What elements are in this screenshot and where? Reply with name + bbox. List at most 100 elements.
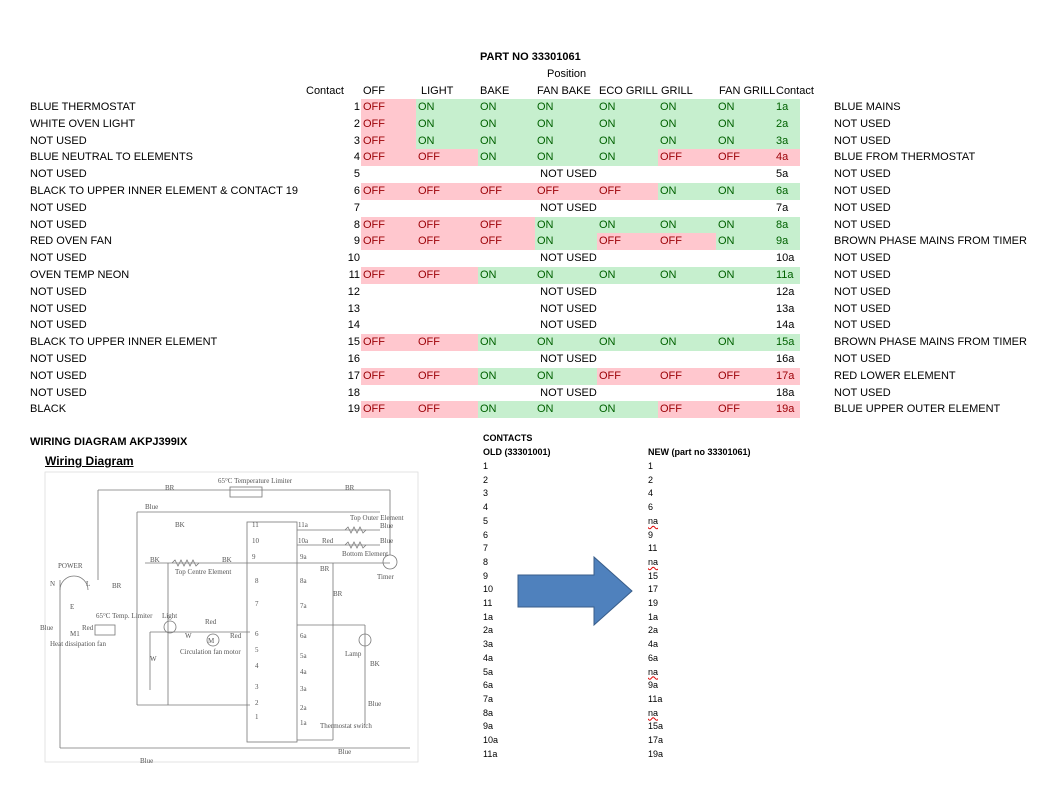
wiring-label: POWER — [58, 562, 83, 570]
contact-old: 8 — [483, 556, 489, 567]
state-cell: OFF — [416, 334, 478, 351]
state-cell: ON — [658, 183, 716, 200]
state-cell: OFF — [361, 132, 416, 150]
arrow — [517, 555, 633, 627]
wiring-label: 9a — [300, 553, 307, 561]
contact-number: 12 — [347, 285, 360, 298]
state-cell: ON — [478, 267, 535, 284]
row-label: NOT USED — [30, 319, 87, 332]
contact-a: 3a — [774, 132, 800, 150]
contact-old: 8a — [483, 707, 494, 718]
wiring-label: Blue — [380, 522, 394, 530]
contact-new: 9 — [648, 529, 654, 540]
contact-new: 19a — [648, 748, 664, 759]
wiring-label: 11 — [252, 521, 259, 529]
state-cell: ON — [478, 99, 535, 116]
column-header: FAN GRILL — [719, 85, 776, 97]
contact-old: 2 — [483, 474, 489, 485]
wiring-label: Top Centre Element — [175, 568, 232, 576]
state-cell: OFF — [361, 216, 416, 234]
contact-new: 4 — [648, 488, 654, 499]
contact-number: 8 — [353, 218, 360, 231]
state-cell: OFF — [478, 183, 535, 200]
state-cell: ON — [478, 132, 535, 150]
not-used-note: NOT USED — [540, 353, 597, 365]
contact-new: 6 — [648, 502, 654, 513]
column-header: FAN BAKE — [537, 85, 591, 97]
contact-old: 9 — [483, 570, 489, 581]
state-cell: ON — [658, 115, 716, 133]
contact-old: 11 — [483, 598, 493, 608]
contact-new: 9a — [648, 680, 659, 691]
wiring-label: Bottom Element — [342, 550, 389, 558]
contacts-title: CONTACTS — [483, 433, 533, 443]
state-cell: ON — [478, 115, 535, 133]
right-label: NOT USED — [834, 117, 891, 130]
state-cell: ON — [597, 401, 658, 419]
state-cell: OFF — [416, 183, 478, 200]
contact-number: 16 — [347, 353, 360, 365]
state-cell: ON — [716, 334, 774, 351]
row-label: NOT USED — [30, 252, 87, 265]
wiring-lines — [44, 471, 419, 763]
state-cell: OFF — [478, 216, 535, 234]
not-used-note: NOT USED — [540, 168, 597, 181]
contact-new: 15 — [648, 570, 659, 581]
wiring-label: Blue — [368, 700, 382, 708]
wiring-label: BR — [320, 565, 330, 573]
contact-new: 6a — [648, 652, 659, 663]
right-label: NOT USED — [834, 185, 891, 197]
wiring-label: 5a — [300, 652, 307, 660]
state-cell: OFF — [716, 149, 774, 167]
state-cell: ON — [597, 149, 658, 167]
state-cell: OFF — [361, 367, 416, 385]
contact-a: 5a — [776, 168, 789, 181]
wiring-label: 1a — [300, 719, 307, 727]
wiring-label: 7a — [300, 602, 307, 610]
wiring-label: W — [150, 655, 157, 663]
contact-a: 18a — [776, 386, 795, 399]
wiring-label: 3 — [255, 683, 259, 691]
column-header: OFF — [363, 85, 385, 97]
wiring-label: BR — [333, 590, 343, 598]
state-cell: ON — [658, 267, 716, 284]
row-label: BLUE THERMOSTAT — [30, 101, 136, 113]
row-label: NOT USED — [30, 353, 87, 365]
right-label: NOT USED — [834, 302, 891, 315]
state-cell: OFF — [416, 233, 478, 251]
state-cell: ON — [535, 216, 597, 234]
state-cell: ON — [535, 267, 597, 284]
wiring-label: Blue — [380, 537, 394, 545]
not-used-note: NOT USED — [540, 252, 597, 265]
contact-a: 16a — [776, 353, 795, 365]
row-label: NOT USED — [30, 369, 87, 382]
contact-old: 2a — [483, 625, 494, 636]
wiring-label: 10 — [252, 537, 259, 545]
wiring-label: BK — [175, 521, 185, 529]
state-cell: OFF — [416, 149, 478, 167]
contact-a: 1a — [774, 99, 800, 116]
right-label: NOT USED — [834, 285, 891, 298]
state-cell: ON — [597, 216, 658, 234]
contact-a: 14a — [776, 319, 795, 332]
contact-number: 4 — [353, 151, 360, 164]
wiring-label: Blue — [140, 757, 154, 765]
contact-number: 2 — [353, 117, 360, 130]
contact-old: 1a — [483, 611, 494, 622]
wiring-subtitle: Wiring Diagram — [45, 454, 134, 468]
contact-new: 2 — [648, 474, 654, 485]
wiring-label: BR — [112, 582, 122, 590]
old-header: OLD (33301001) — [483, 447, 551, 457]
state-cell: OFF — [416, 267, 478, 284]
contact-a: 8a — [774, 216, 800, 234]
contact-old: 7a — [483, 693, 494, 704]
row-label: BLACK — [30, 403, 67, 416]
wiring-label: 10a — [298, 537, 309, 545]
wiring-label: Top Outer Element — [350, 514, 404, 522]
state-cell: OFF — [416, 216, 478, 234]
contact-number: 17 — [347, 369, 360, 382]
contact-old: 6 — [483, 529, 489, 540]
wiring-label: 6a — [300, 632, 307, 640]
row-label: BLACK TO UPPER INNER ELEMENT — [30, 336, 218, 349]
wiring-label: 65°C Temp. Limiter — [96, 612, 153, 620]
